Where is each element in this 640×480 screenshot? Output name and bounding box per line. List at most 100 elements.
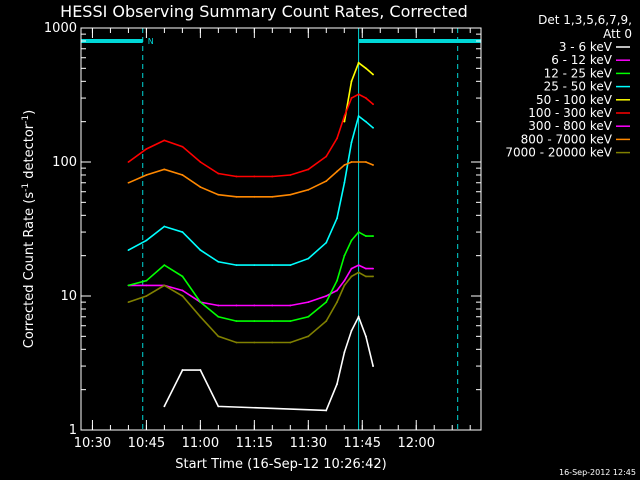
series-point xyxy=(365,267,367,270)
series-point xyxy=(145,295,148,297)
series-point xyxy=(145,148,148,150)
series-point xyxy=(336,383,338,386)
y-tick-label: 100 xyxy=(52,155,77,170)
series-point xyxy=(289,304,292,307)
series-point xyxy=(372,365,374,367)
series-point xyxy=(235,341,238,344)
x-tick-label: 11:30 xyxy=(290,436,327,451)
series-point xyxy=(271,341,274,344)
series-point xyxy=(253,264,256,267)
series-point xyxy=(350,329,353,332)
series-point xyxy=(253,320,256,322)
series-point xyxy=(343,254,346,257)
plot-frame xyxy=(80,27,482,431)
series-point xyxy=(271,264,274,267)
series-line-8 xyxy=(128,271,374,344)
legend-label: 800 - 7000 keV xyxy=(521,132,613,146)
series-point xyxy=(372,126,374,129)
plot-area: N xyxy=(81,28,481,430)
series-point xyxy=(357,161,360,163)
series-point xyxy=(199,369,202,371)
series-point xyxy=(372,235,374,237)
series-point xyxy=(365,120,367,123)
series-point xyxy=(289,174,292,176)
x-tick-label: 10:45 xyxy=(128,436,165,451)
y-axis: 1 10 100 1000 xyxy=(44,21,481,438)
series-point xyxy=(365,275,367,278)
series-point xyxy=(307,168,310,171)
series-point xyxy=(163,284,166,287)
series-point xyxy=(199,301,202,304)
series-point xyxy=(145,284,148,287)
series-point xyxy=(372,73,374,76)
x-tick-label: 10:30 xyxy=(74,436,111,451)
series-point xyxy=(372,103,374,106)
series-point xyxy=(271,175,274,178)
series-point xyxy=(325,409,328,412)
series-point xyxy=(271,195,274,198)
series-point xyxy=(235,304,238,307)
series-point xyxy=(343,120,346,123)
footer-date: 16-Sep-2012 12:45 xyxy=(559,468,636,477)
series-line-3 xyxy=(128,114,374,266)
series-point xyxy=(235,264,238,267)
series-point xyxy=(253,175,256,178)
series-point xyxy=(289,320,292,322)
legend-header: Det 1,3,5,6,7,9, xyxy=(538,13,632,27)
series-point xyxy=(253,341,256,344)
series-point xyxy=(343,181,346,184)
series-point xyxy=(336,170,338,173)
series-point xyxy=(145,239,148,242)
y-tick-label: 1 xyxy=(69,423,77,438)
series-point xyxy=(343,351,346,354)
series-point xyxy=(365,161,367,163)
y-axis-label-part: detector xyxy=(22,123,37,183)
series-line-7 xyxy=(128,161,374,198)
series-point xyxy=(357,271,360,274)
series-point xyxy=(307,188,310,191)
series-point xyxy=(289,193,292,196)
y-axis-label-part: Corrected Count Rate (s xyxy=(22,192,37,349)
x-tick-label: 11:45 xyxy=(344,436,381,451)
series-point xyxy=(199,186,202,188)
series-point xyxy=(199,249,202,252)
series-point xyxy=(181,289,184,292)
legend-label: 100 - 300 keV xyxy=(528,106,612,120)
series-point xyxy=(325,301,328,304)
chart-title: HESSI Observing Summary Count Rates, Cor… xyxy=(60,2,468,21)
series-point xyxy=(325,295,328,297)
x-axis: 10:30 10:45 11:00 11:15 11:30 11:45 12:00 xyxy=(74,28,471,451)
series-point xyxy=(181,295,184,297)
series-point xyxy=(235,175,238,178)
series-point xyxy=(357,264,360,267)
series-point xyxy=(217,260,220,263)
series-point xyxy=(199,161,202,163)
y-axis-label: Corrected Count Rate (s-1 detector-1) xyxy=(21,110,37,348)
series-point xyxy=(253,304,256,307)
series-line-2 xyxy=(128,231,374,322)
series-point xyxy=(235,320,238,322)
series-point xyxy=(357,315,360,318)
series-point xyxy=(357,93,360,96)
series-point xyxy=(289,264,292,267)
series-point xyxy=(217,304,220,307)
series-point xyxy=(217,335,220,338)
series-point xyxy=(217,193,220,196)
series-point xyxy=(357,115,360,118)
series-line-1 xyxy=(128,264,374,307)
series-point xyxy=(145,174,148,176)
series-point xyxy=(357,231,360,233)
series-point xyxy=(199,315,202,318)
legend-label: 12 - 25 keV xyxy=(544,66,613,80)
legend-header: Att 0 xyxy=(603,27,632,41)
series-point xyxy=(350,80,353,83)
series-point xyxy=(336,279,338,282)
series-point xyxy=(343,115,346,118)
series-point xyxy=(163,225,166,228)
series-point xyxy=(325,320,328,322)
series-point xyxy=(181,231,184,233)
legend-label: 7000 - 20000 keV xyxy=(505,146,612,160)
series-point xyxy=(372,275,374,278)
series-point xyxy=(325,180,328,183)
series-point xyxy=(307,301,310,304)
